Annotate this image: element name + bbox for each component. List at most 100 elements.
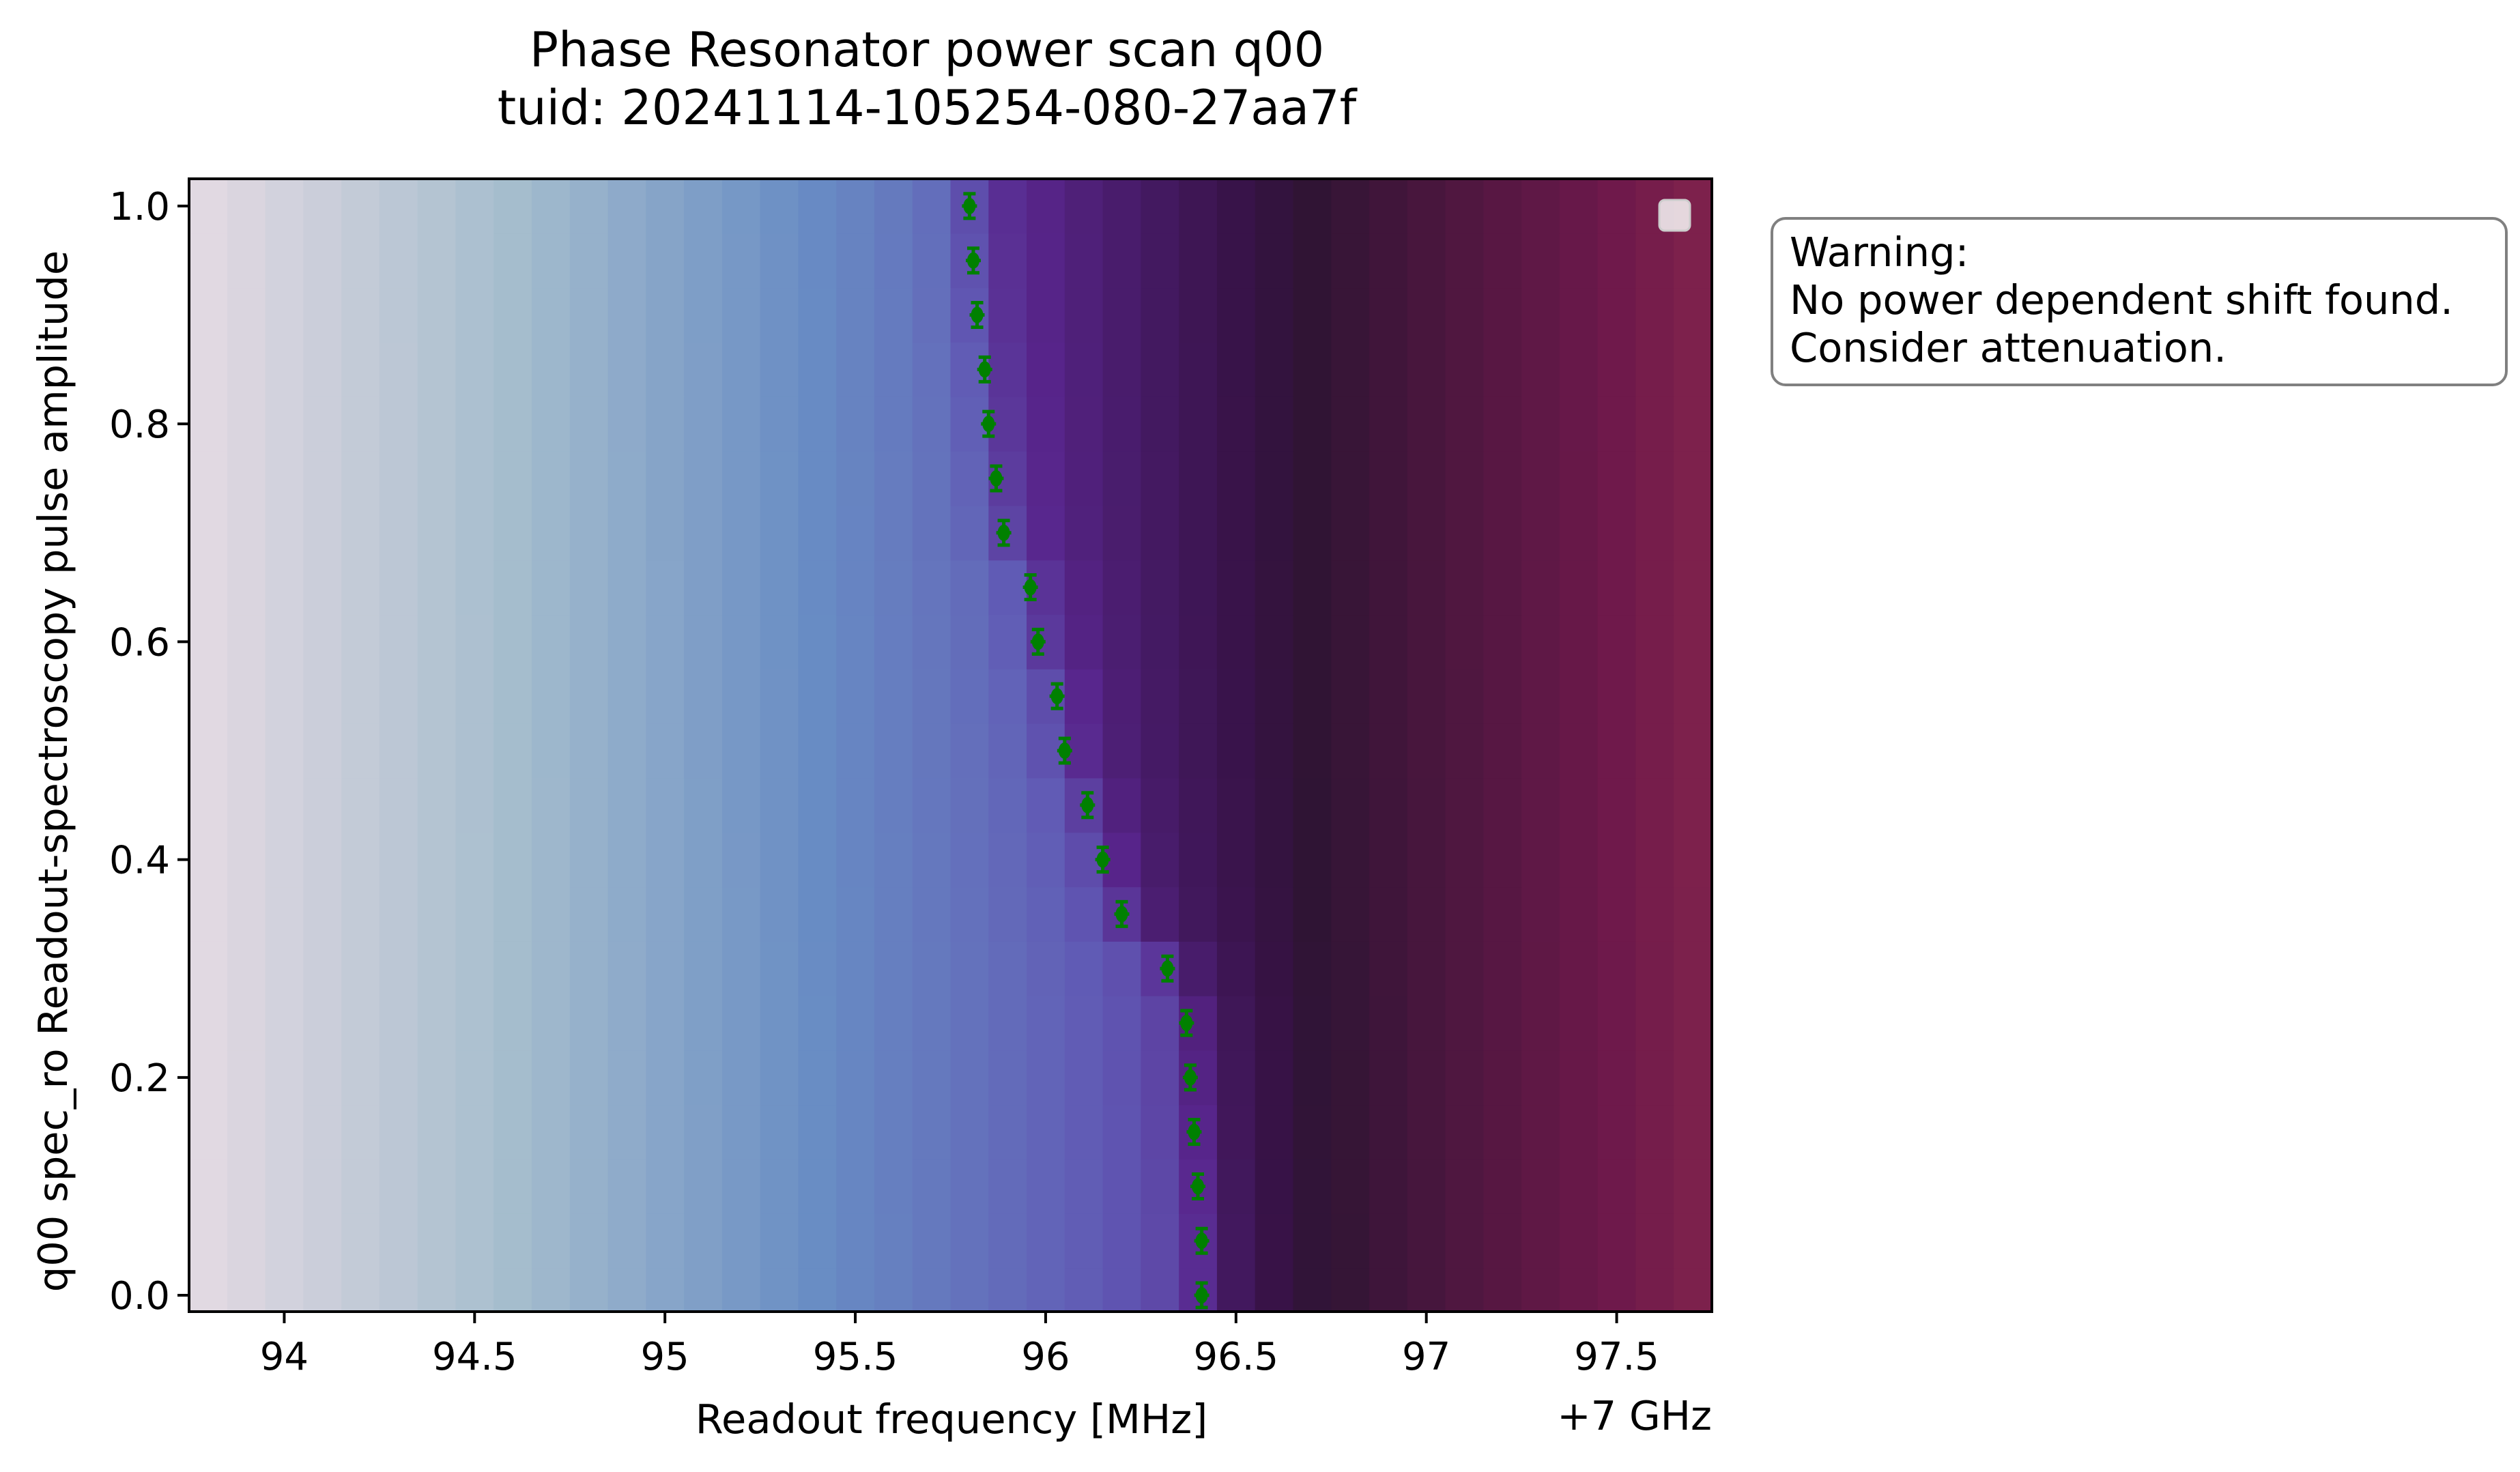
heatmap-cell <box>684 1268 723 1312</box>
heatmap-cell <box>569 560 609 616</box>
heatmap-cell <box>1179 614 1218 669</box>
heatmap-cell <box>912 886 951 942</box>
heatmap-cell <box>646 1213 685 1269</box>
heatmap-cell <box>1331 1159 1370 1214</box>
heatmap-cell <box>227 723 266 779</box>
heatmap-cell <box>379 996 418 1051</box>
heatmap-cell <box>1674 287 1713 343</box>
heatmap-cell <box>227 1268 266 1312</box>
heatmap-cell <box>189 1268 228 1312</box>
heatmap-cell <box>721 560 761 616</box>
heatmap-cell <box>303 886 342 942</box>
heatmap-cell <box>455 287 494 343</box>
heatmap-cell <box>1102 505 1141 561</box>
heatmap-cell <box>379 614 418 669</box>
heatmap-cell <box>1635 505 1674 561</box>
heatmap-cell <box>607 287 646 343</box>
heatmap-cell <box>1102 287 1141 343</box>
plot-frame <box>188 177 1713 1313</box>
heatmap-cell <box>1483 669 1522 724</box>
heatmap-cell <box>607 396 646 452</box>
heatmap-cell <box>1027 342 1065 397</box>
warning-box <box>1771 217 2508 386</box>
resonance-point <box>981 409 997 438</box>
heatmap-cell <box>265 560 304 616</box>
heatmap-cell <box>227 886 266 942</box>
heatmap-cell <box>379 669 418 724</box>
heatmap-cell <box>1064 1050 1104 1106</box>
heatmap-cell <box>988 1213 1027 1269</box>
heatmap-cell <box>836 1213 875 1269</box>
heatmap-cell <box>721 614 761 669</box>
heatmap-cell <box>531 832 571 888</box>
heatmap-cell <box>1483 723 1522 779</box>
heatmap-cell <box>189 396 228 452</box>
heatmap-cell <box>988 1050 1027 1106</box>
heatmap-cell <box>1255 941 1294 996</box>
heatmap-cell <box>1141 614 1179 669</box>
heatmap-cell <box>493 777 532 833</box>
heatmap-cell <box>1483 1268 1522 1312</box>
heatmap-cell <box>1674 396 1713 452</box>
heatmap-cell <box>417 941 457 996</box>
heatmap-cell <box>493 1159 532 1214</box>
heatmap-cell <box>1369 179 1408 234</box>
heatmap-cell <box>988 233 1027 289</box>
heatmap-cell <box>1141 777 1179 833</box>
heatmap-cell <box>265 179 304 234</box>
heatmap-cell <box>1102 1159 1141 1214</box>
heatmap-cell <box>1102 342 1141 397</box>
heatmap-cell <box>646 1050 685 1106</box>
heatmap-cell <box>379 233 418 289</box>
heatmap-cell <box>607 996 646 1051</box>
heatmap-cell <box>836 1050 875 1106</box>
heatmap-cell <box>265 1104 304 1160</box>
heatmap-cell <box>1102 396 1141 452</box>
heatmap-cell <box>379 1104 418 1160</box>
heatmap-cell <box>1216 396 1256 452</box>
heatmap-cell <box>988 832 1027 888</box>
heatmap-cell <box>1521 560 1560 616</box>
heatmap-cell <box>836 287 875 343</box>
heatmap-cell <box>455 941 494 996</box>
heatmap-cell <box>836 396 875 452</box>
heatmap-cell <box>455 996 494 1051</box>
heatmap-cell <box>455 233 494 289</box>
heatmap-cell <box>1674 614 1713 669</box>
heatmap-cell <box>1445 777 1484 833</box>
heatmap-cell <box>721 777 761 833</box>
heatmap-cell <box>341 777 380 833</box>
heatmap-cell <box>912 1104 951 1160</box>
x-axis-offset-label: +7 GHz <box>1557 1392 1712 1439</box>
heatmap-cell <box>1674 1104 1713 1160</box>
heatmap-cell <box>1369 505 1408 561</box>
heatmap-cell <box>912 832 951 888</box>
heatmap-cell <box>988 886 1027 942</box>
heatmap-cell <box>798 505 837 561</box>
heatmap-cell <box>646 723 685 779</box>
heatmap-cell <box>950 614 989 669</box>
heatmap-cell <box>227 996 266 1051</box>
heatmap-cell <box>1483 1050 1522 1106</box>
heatmap-cell <box>341 1159 380 1214</box>
heatmap-cell <box>455 723 494 779</box>
heatmap-cell <box>798 832 837 888</box>
heatmap-cell <box>1559 342 1599 397</box>
heatmap-cell <box>189 886 228 942</box>
heatmap-cell <box>569 614 609 669</box>
heatmap-cell <box>950 1050 989 1106</box>
heatmap-cell <box>189 179 228 234</box>
heatmap-cell <box>1445 1268 1484 1312</box>
heatmap-cell <box>227 1159 266 1214</box>
heatmap-cell <box>912 1213 951 1269</box>
heatmap-cell <box>1445 614 1484 669</box>
heatmap-cell <box>836 1159 875 1214</box>
heatmap-cell <box>1674 1159 1713 1214</box>
heatmap-cell <box>760 342 799 397</box>
heatmap-cell <box>912 233 951 289</box>
heatmap-cell <box>988 1159 1027 1214</box>
heatmap-cell <box>417 1050 457 1106</box>
heatmap-cell <box>1331 1213 1370 1269</box>
heatmap-cell <box>721 723 761 779</box>
heatmap-cell <box>1255 996 1294 1051</box>
